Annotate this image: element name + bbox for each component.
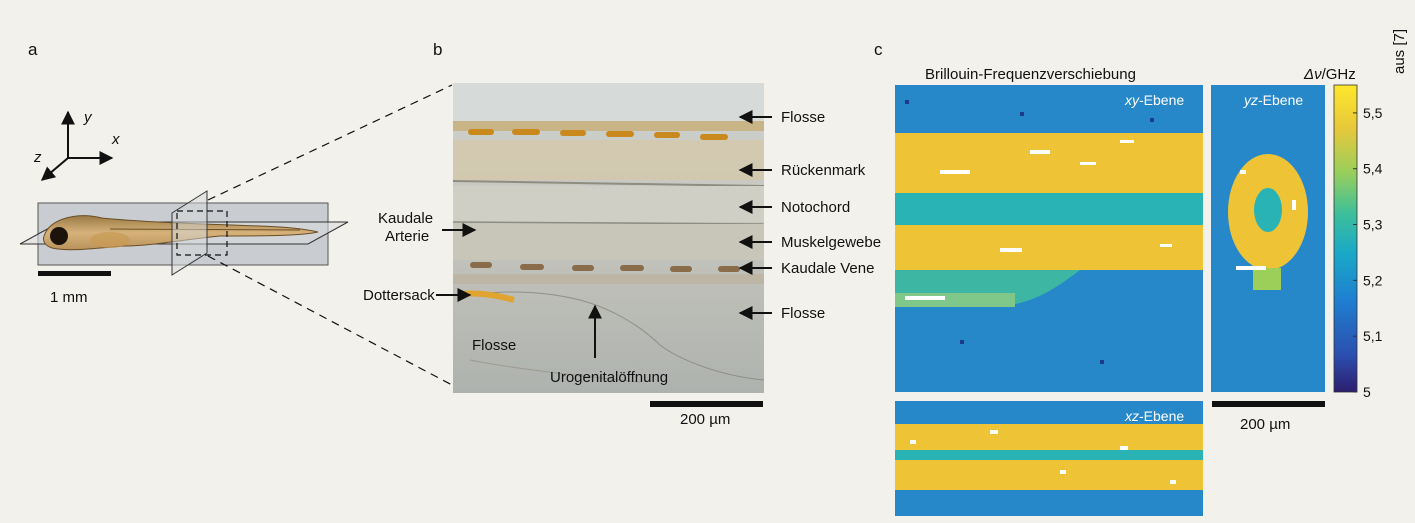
colorbar-tick-label: 5,5 [1363, 105, 1383, 121]
axis-label-z: z [33, 149, 42, 166]
scalebar-a-label: 1 mm [50, 289, 88, 306]
label-kaudale: Kaudale [378, 210, 433, 227]
label-rueckenmark: Rückenmark [781, 162, 866, 179]
plane-yz-suffix: -Ebene [1258, 92, 1303, 108]
label-notochord: Notochord [781, 199, 850, 216]
colorbar-symbol: Δν [1303, 66, 1322, 83]
colorbar-unit: /GHz [1322, 66, 1356, 83]
label-flosse-top: Flosse [781, 109, 825, 126]
panel-label-c: c [874, 40, 883, 59]
axis-label-x: x [111, 131, 120, 148]
credit-text: aus [7] [1391, 29, 1408, 74]
plane-xz-suffix: -Ebene [1139, 408, 1184, 424]
scalebar-c [1212, 401, 1325, 407]
heatmap-xz [895, 401, 1203, 516]
label-urogenital: Urogenitalöffnung [550, 369, 668, 386]
axes-icon [40, 110, 114, 181]
colorbar [1333, 84, 1358, 393]
colorbar-tick-label: 5,4 [1363, 161, 1383, 177]
scalebar-b [650, 401, 763, 407]
colorbar-ticks: 5,5 5,4 5,3 5,2 5,1 5 [1353, 105, 1383, 400]
plane-xz-italic: xz [1124, 408, 1139, 424]
label-flosse-right: Flosse [781, 305, 825, 322]
label-arterie: Arterie [385, 228, 429, 245]
heatmap-yz [1211, 85, 1325, 392]
colorbar-tick-label: 5 [1363, 384, 1371, 400]
label-muskelgewebe: Muskelgewebe [781, 234, 881, 251]
zoom-line-top [207, 84, 453, 201]
chart-title: Brillouin-Frequenzverschiebung [925, 66, 1136, 83]
colorbar-tick-label: 5,3 [1363, 217, 1383, 233]
label-flosse-inner: Flosse [472, 337, 516, 354]
scalebar-c-label: 200 µm [1240, 416, 1290, 433]
label-kaudale-vene: Kaudale Vene [781, 260, 874, 277]
plane-xy-italic: xy [1124, 92, 1140, 108]
colorbar-label: Δν/GHz [1303, 66, 1356, 83]
axis-label-y: y [83, 109, 93, 126]
plane-xy-suffix: -Ebene [1139, 92, 1184, 108]
panel-label-b: b [433, 40, 442, 59]
micrograph [452, 83, 765, 393]
panel-label-a: a [28, 40, 38, 59]
plane-label-xy: xy-Ebene [1124, 92, 1184, 108]
colorbar-tick-label: 5,1 [1363, 328, 1383, 344]
plane-label-yz: yz-Ebene [1243, 92, 1303, 108]
scalebar-b-label: 200 µm [680, 411, 730, 428]
plane-label-xz: xz-Ebene [1124, 408, 1184, 424]
zoom-line-bottom [207, 255, 453, 386]
scalebar-a [38, 271, 111, 276]
larva-image [19, 190, 349, 276]
heatmap-xy [895, 85, 1203, 392]
label-dottersack: Dottersack [363, 287, 435, 304]
micrograph-arrows [436, 110, 772, 358]
colorbar-tick-label: 5,2 [1363, 272, 1383, 288]
plane-yz-italic: yz [1243, 92, 1258, 108]
